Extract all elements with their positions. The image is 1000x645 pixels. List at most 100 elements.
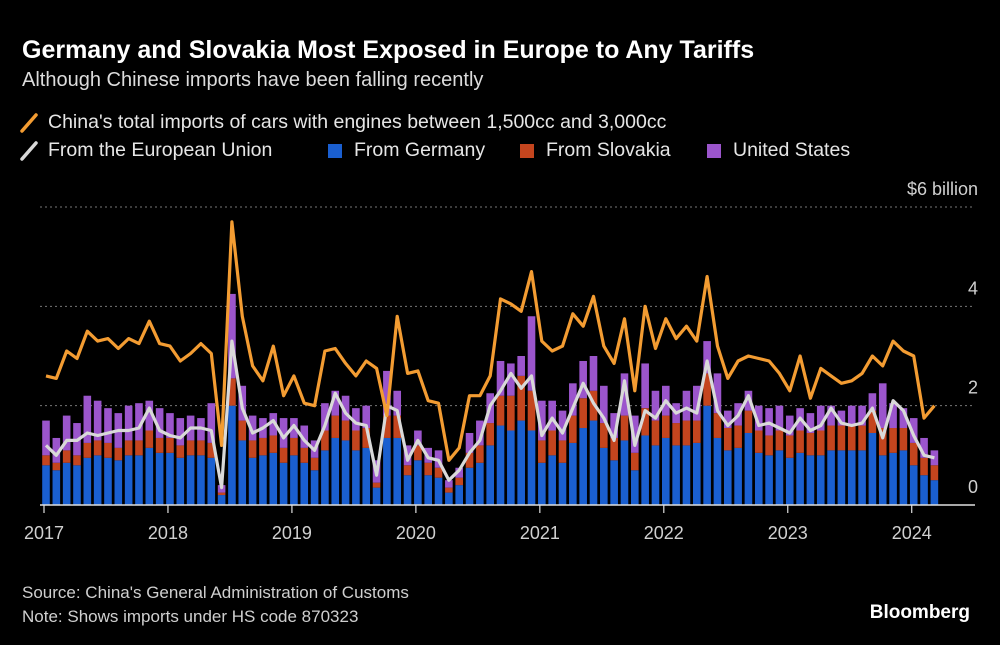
y-tick-label: $6 billion: [907, 179, 978, 199]
bar: [651, 420, 660, 446]
bar: [734, 425, 742, 448]
bar: [775, 405, 784, 431]
bar: [155, 408, 164, 438]
bar: [331, 390, 340, 416]
bar: [310, 470, 319, 505]
x-tick-label: 2023: [768, 523, 808, 543]
bar: [310, 457, 319, 471]
legend-swatch: [328, 144, 342, 158]
bar: [52, 437, 61, 463]
bar: [858, 450, 866, 505]
bar: [248, 440, 257, 458]
bar: [620, 415, 629, 441]
bar: [362, 447, 371, 505]
bar: [207, 442, 216, 458]
legend-label: China's total imports of cars with engin…: [48, 111, 667, 133]
bar: [279, 418, 288, 448]
bar: [341, 395, 350, 421]
bar: [723, 450, 732, 505]
bar: [538, 462, 546, 505]
bar: [228, 405, 236, 505]
bar: [827, 405, 835, 426]
bar: [899, 408, 908, 429]
bar: [434, 477, 443, 505]
bar: [217, 492, 226, 496]
bar: [455, 467, 463, 478]
bar: [383, 437, 391, 505]
bar: [238, 440, 247, 505]
bar: [238, 420, 247, 441]
bar: [248, 457, 257, 505]
bar: [682, 390, 691, 421]
bar: [124, 455, 133, 505]
bar: [878, 383, 887, 429]
bar: [651, 390, 660, 421]
bar: [909, 465, 918, 505]
bar: [569, 415, 577, 443]
legend-label: From Germany: [354, 139, 485, 161]
bar: [713, 437, 722, 505]
bar: [816, 455, 825, 505]
bar: [166, 437, 174, 453]
bar: [806, 455, 815, 505]
bar: [331, 415, 340, 438]
bar: [816, 405, 825, 431]
bar: [847, 450, 856, 505]
bar: [909, 442, 918, 466]
bar: [248, 415, 257, 441]
bar: [455, 485, 463, 505]
bar: [837, 410, 846, 426]
bar: [548, 400, 556, 431]
bar: [600, 423, 608, 448]
bar: [909, 418, 918, 443]
bar: [775, 430, 784, 451]
bar: [868, 410, 877, 433]
bar: [548, 430, 556, 456]
legend-swatch: [20, 113, 38, 133]
bar: [486, 423, 494, 446]
line: [44, 339, 935, 490]
chart-subtitle: Although Chinese imports have been falli…: [22, 69, 483, 91]
bar: [62, 450, 71, 463]
bar: [641, 363, 649, 409]
bar: [713, 373, 722, 414]
bar: [114, 460, 123, 505]
bar: [207, 457, 216, 505]
bar: [104, 457, 112, 505]
bar: [785, 435, 794, 458]
bar: [145, 400, 154, 431]
bar: [83, 457, 92, 505]
bar: [42, 420, 50, 456]
bar: [414, 460, 422, 505]
bar: [279, 447, 288, 463]
bar: [899, 428, 908, 451]
bar: [662, 437, 670, 505]
x-tick-label: 2022: [644, 523, 684, 543]
bar: [641, 408, 649, 436]
bar: [682, 420, 691, 446]
bar: [321, 403, 329, 431]
bar: [207, 403, 216, 443]
bar: [744, 390, 753, 411]
bar: [73, 455, 81, 466]
bar: [145, 430, 154, 448]
bar: [445, 480, 453, 488]
bar: [682, 445, 691, 505]
bar: [569, 383, 577, 416]
x-tick-label: 2017: [24, 523, 64, 543]
bar: [424, 475, 433, 505]
bar: [796, 430, 804, 453]
note: Note: Shows imports under HS code 870323: [22, 607, 358, 626]
bar: [527, 316, 536, 391]
bar: [631, 452, 639, 471]
bar: [269, 452, 278, 505]
bar: [124, 405, 133, 441]
bar: [796, 452, 804, 505]
bar: [321, 450, 329, 505]
bar: [527, 390, 536, 431]
bar: [124, 440, 133, 456]
legend-swatch: [20, 141, 38, 161]
bar: [610, 460, 618, 505]
bar: [62, 415, 71, 451]
